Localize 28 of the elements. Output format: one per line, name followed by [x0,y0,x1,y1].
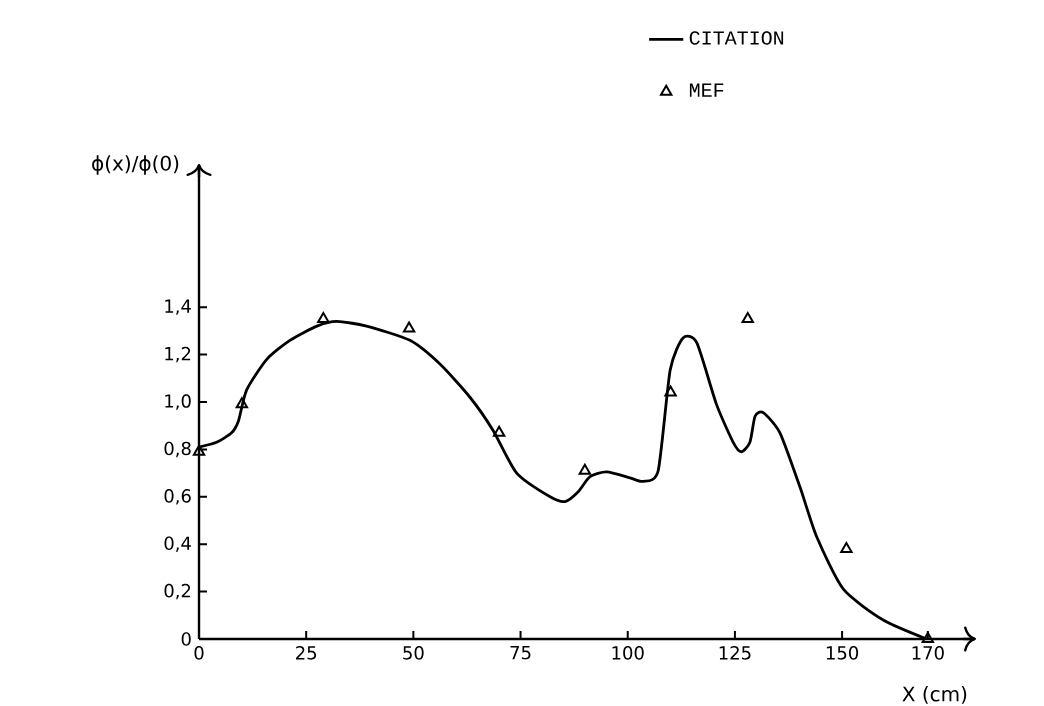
x-tick-label: 125 [719,646,751,660]
point [840,541,853,553]
x-tick-label: 50 [403,646,424,660]
x-tick-label: 25 [296,646,317,660]
x-tick-label: 170 [912,646,944,660]
y-tick-label: 0,2 [164,583,191,600]
y-tick-label: 1,4 [165,299,191,315]
x-tick-label: 0 [194,646,204,660]
x-tick-label: 100 [612,646,644,660]
x-tick-label: 150 [826,646,859,660]
y-tick-label: 0 [181,632,191,646]
point [741,312,754,324]
y-tick-label: 0,8 [164,441,191,458]
legend-label: MEF [689,83,724,97]
y-tick-label: 1,0 [165,394,191,410]
y-tick-label: 0,4 [164,536,191,552]
y-axis-title: ϕ(x)/ϕ(0) [92,155,179,175]
point [402,321,416,333]
point [664,385,677,397]
x-tick-label: 75 [510,646,531,660]
y-tick-label: 0,6 [164,489,191,505]
point [492,425,506,437]
x-axis-title: X (cm) [902,686,967,704]
point [578,463,592,475]
legend-label: CITATION [689,31,784,45]
y-tick-label: 1,2 [165,346,191,363]
point [235,397,249,409]
point [317,312,330,324]
